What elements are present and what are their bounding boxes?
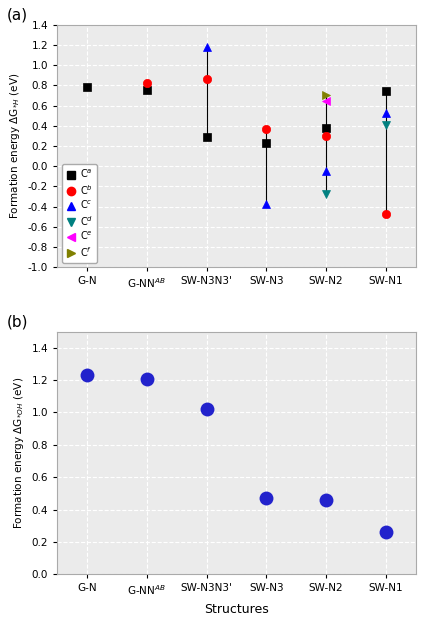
Legend: C$^a$, C$^b$, C$^c$, C$^d$, C$^e$, C$^f$: C$^a$, C$^b$, C$^c$, C$^d$, C$^e$, C$^f$: [62, 164, 97, 263]
Text: (a): (a): [7, 8, 28, 23]
X-axis label: Structures: Structures: [204, 603, 269, 616]
Y-axis label: Formation energy ΔG$_{*H}$ (eV): Formation energy ΔG$_{*H}$ (eV): [8, 73, 22, 219]
Y-axis label: Formation energy ΔG$_{*OH}$ (eV): Formation energy ΔG$_{*OH}$ (eV): [12, 377, 26, 529]
Text: (b): (b): [7, 314, 28, 329]
